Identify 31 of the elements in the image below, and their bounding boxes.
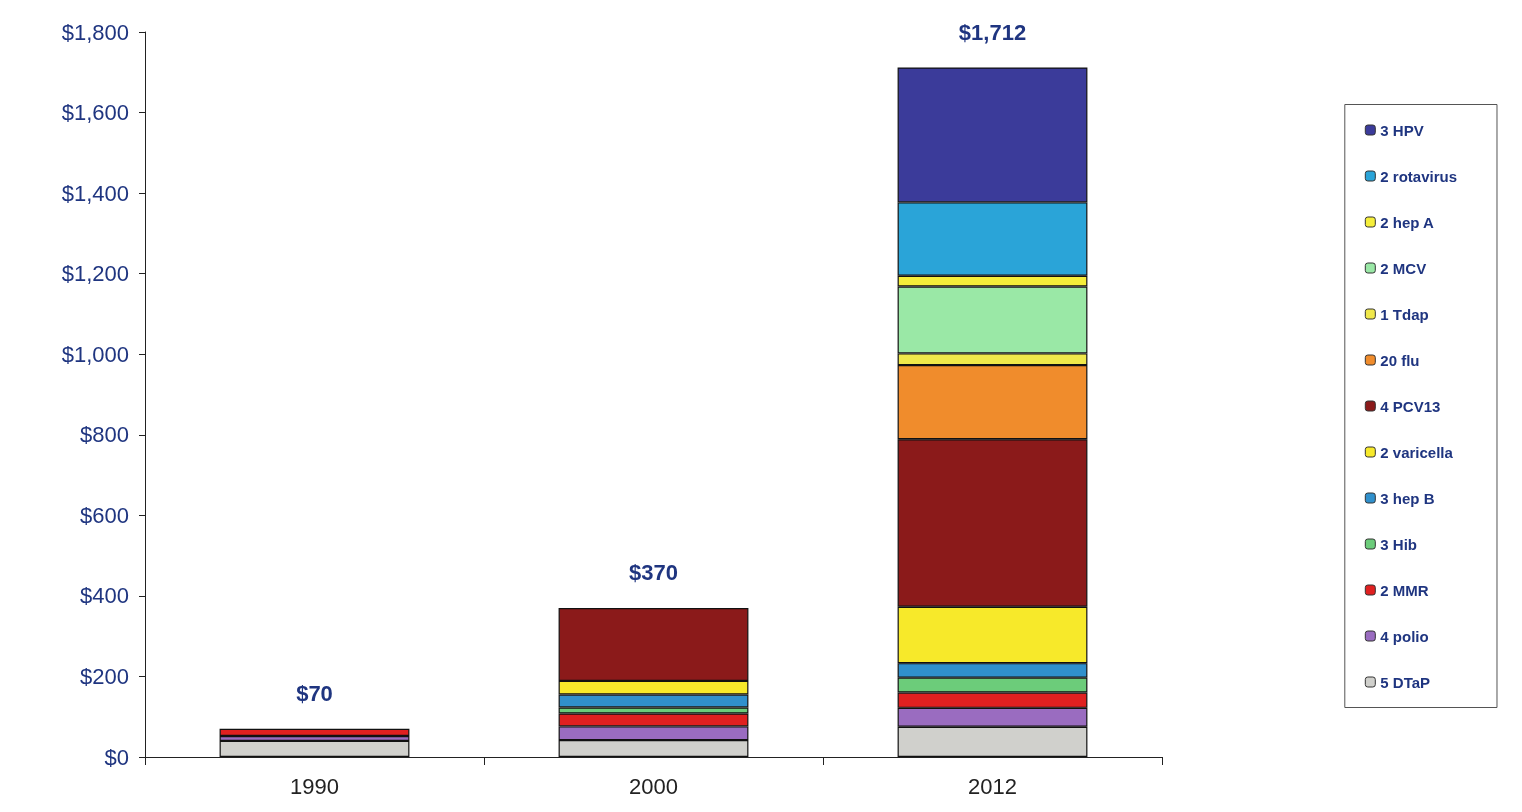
legend-label: 20 flu <box>1380 351 1420 369</box>
bar <box>219 728 410 737</box>
total-label: $1,712 <box>958 19 1027 45</box>
legend-label: 1 Tdap <box>1380 305 1429 323</box>
legend-label: 2 rotavirus <box>1380 167 1457 185</box>
x-tick-label: 1990 <box>290 773 339 799</box>
y-tick-label: $400 <box>80 583 129 609</box>
y-tick-label: $1,200 <box>61 261 129 287</box>
legend-label: 2 varicella <box>1380 443 1454 461</box>
y-tick-label: $1,400 <box>61 180 129 206</box>
total-label: $70 <box>296 681 333 707</box>
y-tick-label: $1,800 <box>61 19 129 45</box>
y-tick-label: $200 <box>80 663 129 689</box>
y-tick-label: $0 <box>104 744 129 770</box>
x-tick-label: 2000 <box>629 773 678 799</box>
legend-label: 4 polio <box>1380 627 1429 645</box>
legend-label: 4 PCV13 <box>1380 397 1441 415</box>
legend-label: 3 Hib <box>1380 535 1417 553</box>
y-tick-label: $800 <box>80 422 129 448</box>
y-tick-label: $1,600 <box>61 100 129 126</box>
legend-label: 3 hep B <box>1380 489 1435 507</box>
legend-label: 2 MCV <box>1380 259 1427 277</box>
total-label: $370 <box>629 560 678 586</box>
bar <box>219 740 410 757</box>
legend-label: 2 MMR <box>1380 581 1429 599</box>
y-tick-label: $600 <box>80 502 129 528</box>
y-tick-label: $1,000 <box>61 341 129 367</box>
x-tick-label: 2012 <box>968 773 1017 799</box>
legend-label: 5 DTaP <box>1380 673 1431 691</box>
legend-label: 3 HPV <box>1380 121 1424 139</box>
legend-label: 2 hep A <box>1380 213 1435 231</box>
